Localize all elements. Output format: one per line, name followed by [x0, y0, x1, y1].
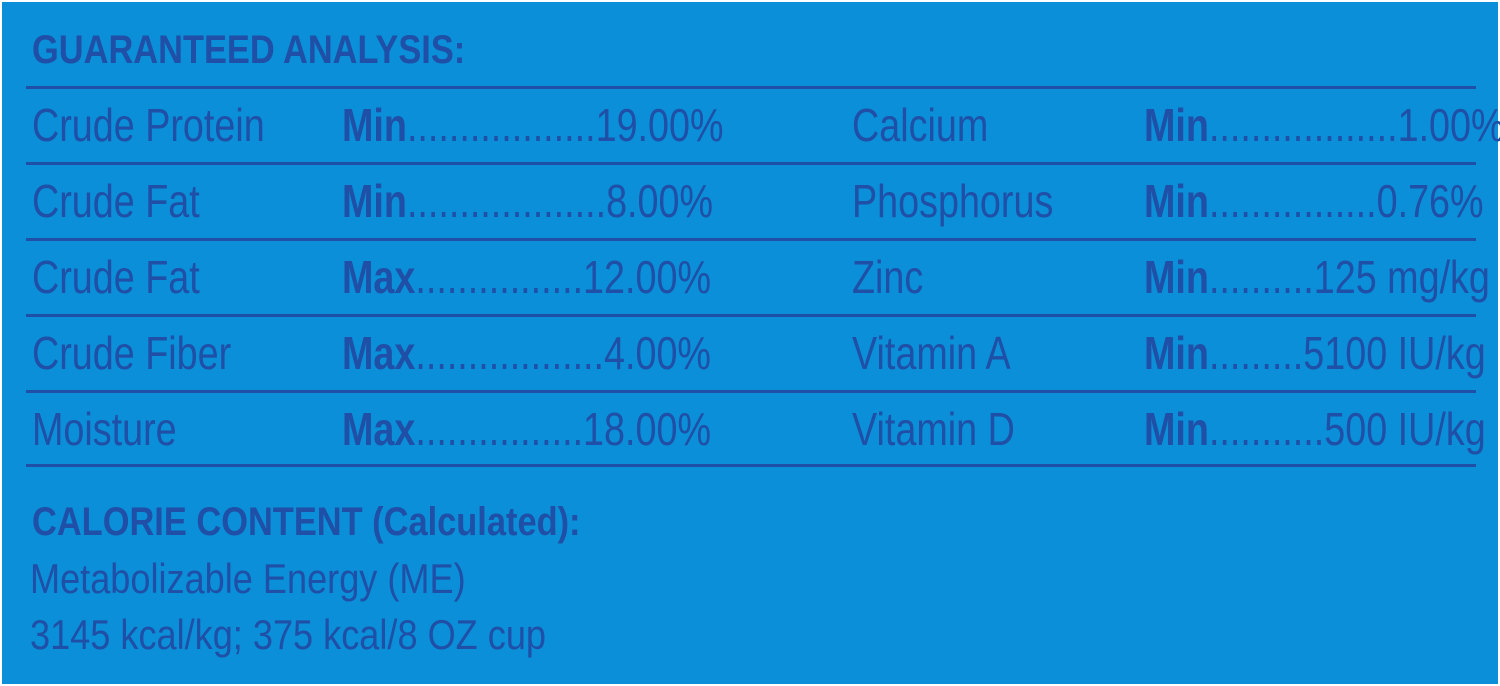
nutrient-name: Crude Fat	[32, 175, 200, 227]
leader-dots: ................	[1208, 175, 1377, 227]
leader-dots: ..........	[1208, 251, 1314, 303]
min-max-label: Min	[1144, 251, 1209, 303]
amount: 8.00%	[606, 175, 714, 227]
min-max-label: Min	[1144, 327, 1209, 379]
nutrient-value: Min...........500 IU/kg	[1144, 406, 1486, 452]
nutrient-value: Min..................1.00%	[1144, 102, 1500, 148]
amount: 5100 IU/kg	[1303, 327, 1486, 379]
nutrient-name: Crude Protein	[32, 99, 265, 151]
divider	[26, 464, 1476, 467]
amount: 18.00%	[583, 403, 711, 455]
nutrient-value: Min.........5100 IU/kg	[1144, 330, 1486, 376]
amount: 4.00%	[604, 327, 711, 379]
amount: 1.00%	[1397, 99, 1500, 151]
amount: 500 IU/kg	[1324, 403, 1486, 455]
analysis-row: Crude Fat Min...................8.00% Ph…	[26, 166, 1484, 238]
min-max-label: Max	[342, 327, 416, 379]
amount: 125 mg/kg	[1313, 251, 1490, 303]
min-max-label: Min	[1144, 403, 1209, 455]
amount: 0.76%	[1376, 175, 1484, 227]
analysis-row: Crude Fat Max................12.00% Zinc…	[26, 242, 1490, 314]
leader-dots: ...................	[406, 175, 607, 227]
nutrient-value: Max................18.00%	[342, 406, 711, 452]
guaranteed-analysis-heading: GUARANTEED ANALYSIS:	[32, 28, 466, 72]
nutrient-value: Min...................8.00%	[342, 178, 713, 224]
min-max-label: Max	[342, 403, 416, 455]
analysis-row: Crude Protein Min..................19.00…	[26, 90, 1500, 162]
min-max-label: Max	[342, 251, 416, 303]
leader-dots: ...........	[1208, 403, 1325, 455]
nutrient-name: Moisture	[32, 403, 177, 455]
nutrient-value: Max................12.00%	[342, 254, 711, 300]
divider	[26, 238, 1476, 241]
min-max-label: Min	[1144, 99, 1209, 151]
min-max-label: Min	[342, 175, 407, 227]
nutrient-name: Phosphorus	[852, 175, 1054, 227]
nutrient-name: Crude Fat	[32, 251, 200, 303]
amount: 12.00%	[583, 251, 711, 303]
nutrient-value: Min................0.76%	[1144, 178, 1484, 224]
divider	[26, 162, 1476, 165]
min-max-label: Min	[1144, 175, 1209, 227]
amount: 19.00%	[595, 99, 724, 151]
nutrient-value: Min..........125 mg/kg	[1144, 254, 1490, 300]
nutrient-value: Min..................19.00%	[342, 102, 724, 148]
divider	[26, 390, 1476, 393]
nutrient-name: Crude Fiber	[32, 327, 232, 379]
min-max-label: Min	[342, 99, 407, 151]
leader-dots: ..................	[1208, 99, 1398, 151]
analysis-row: Crude Fiber Max..................4.00% V…	[26, 318, 1486, 390]
nutrient-name: Calcium	[852, 99, 989, 151]
leader-dots: ................	[415, 403, 584, 455]
nutrient-name: Zinc	[852, 251, 924, 303]
leader-dots: ..................	[415, 327, 605, 379]
nutrient-value: Max..................4.00%	[342, 330, 711, 376]
calorie-content-heading: CALORIE CONTENT (Calculated):	[32, 500, 581, 544]
calorie-line-values: 3145 kcal/kg; 375 kcal/8 OZ cup	[30, 611, 546, 658]
nutrient-name: Vitamin A	[852, 327, 1011, 379]
divider	[26, 86, 1476, 89]
divider	[26, 314, 1476, 317]
calorie-line-energy: Metabolizable Energy (ME)	[30, 555, 466, 602]
leader-dots: ..................	[406, 99, 596, 151]
leader-dots: .........	[1208, 327, 1304, 379]
analysis-row: Moisture Max................18.00% Vitam…	[26, 394, 1486, 466]
leader-dots: ................	[415, 251, 584, 303]
nutrient-name: Vitamin D	[852, 403, 1015, 455]
